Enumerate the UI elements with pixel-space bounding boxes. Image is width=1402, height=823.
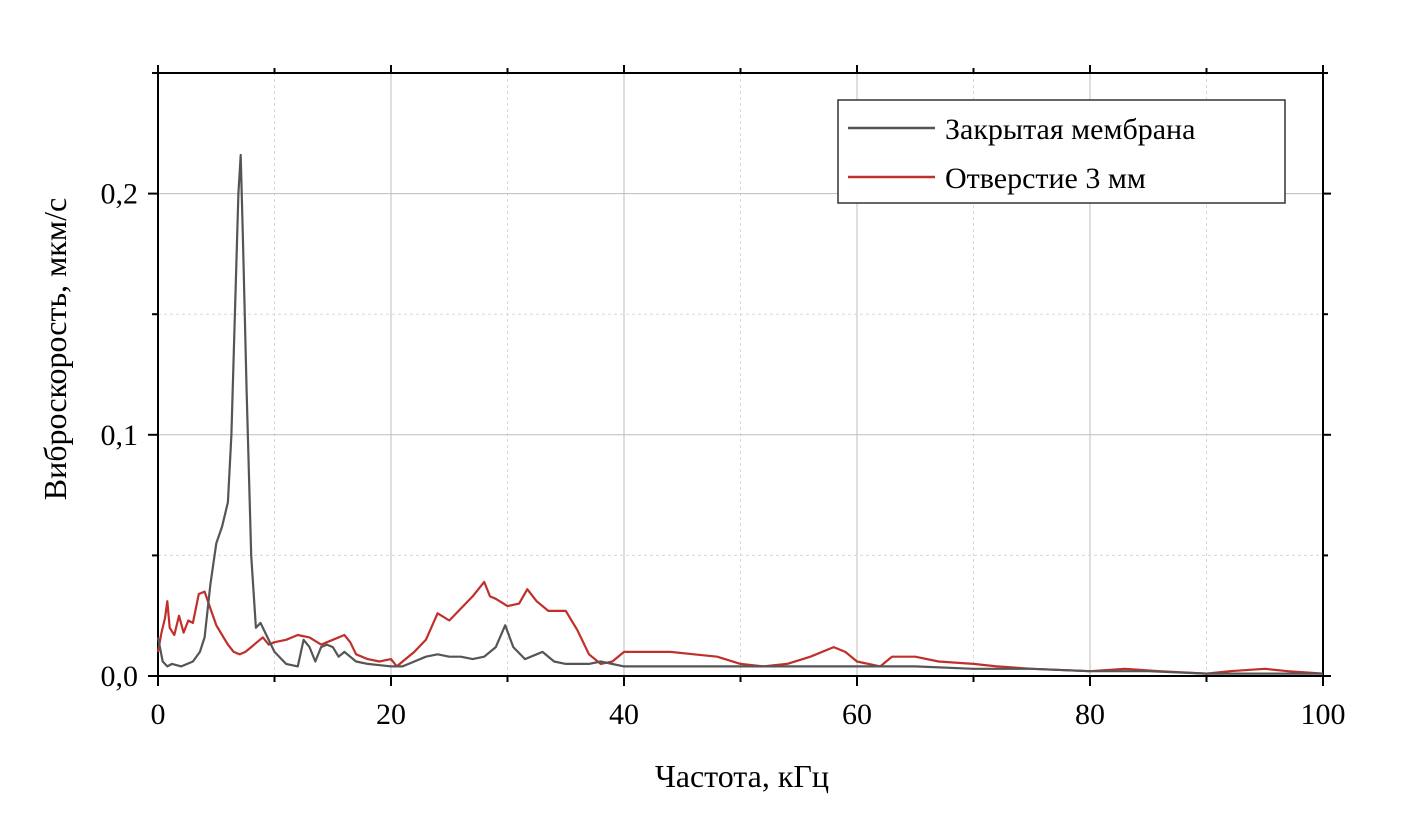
series-layer <box>156 153 1324 675</box>
legend-label-closed-membrane: Закрытая мембрана <box>945 113 1195 146</box>
legend-label-hole-3mm: Отверстие 3 мм <box>945 162 1146 195</box>
x-tick-label: 40 <box>609 698 639 731</box>
x-axis-title: Частота, кГц <box>655 758 829 794</box>
legend-box <box>837 99 1286 204</box>
y-axis-title: Виброскорость, мкм/с <box>37 198 73 500</box>
y-tick-label: 0,0 <box>101 660 139 693</box>
x-tick-label: 80 <box>1075 698 1105 731</box>
axis-ticks <box>148 65 1331 686</box>
tick-labels: 0 20 40 60 80 100 0,0 0,1 0,2 <box>101 178 1346 731</box>
x-tick-label: 20 <box>376 698 406 731</box>
x-tick-label: 0 <box>151 698 166 731</box>
x-tick-label: 60 <box>842 698 872 731</box>
y-tick-label: 0,1 <box>101 419 139 452</box>
x-tick-label: 100 <box>1301 698 1346 731</box>
series-line-0 <box>156 153 1323 675</box>
legend: Закрытая мембрана Отверстие 3 мм <box>837 99 1286 204</box>
y-tick-label: 0,2 <box>101 178 139 211</box>
series-line-1 <box>156 580 1324 675</box>
